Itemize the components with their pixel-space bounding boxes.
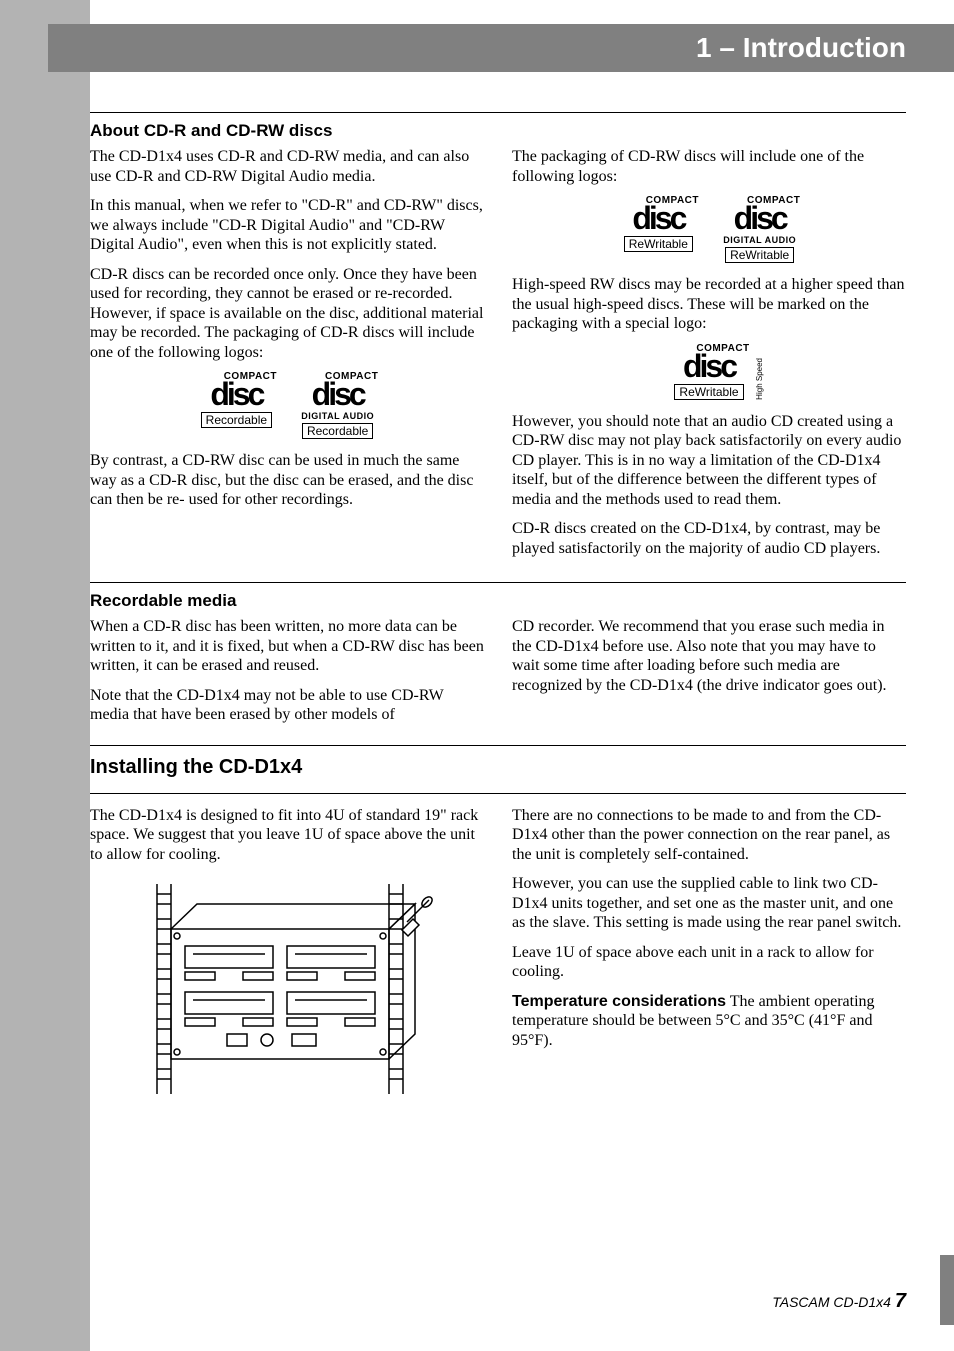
paragraph: By contrast, a CD-RW disc can be used in… [90, 451, 484, 510]
section-title-recordable-media: Recordable media [90, 591, 906, 611]
logo-rewritable-label: ReWritable [624, 236, 693, 252]
logo-disc-text: disc [210, 378, 262, 410]
paragraph: CD recorder. We recommend that you erase… [512, 617, 906, 695]
paragraph: The packaging of CD-RW discs will includ… [512, 147, 906, 186]
page-number: 7 [895, 1290, 906, 1312]
header-bar: 1 – Introduction [48, 24, 954, 72]
compact-disc-digital-audio-recordable-logo: COMPACT disc DIGITAL AUDIO Recordable [297, 372, 378, 439]
right-column: The packaging of CD-RW discs will includ… [512, 147, 906, 568]
section-body: The CD-D1x4 is designed to fit into 4U o… [90, 806, 906, 1115]
paragraph: The CD-D1x4 uses CD-R and CD-RW media, a… [90, 147, 484, 186]
divider [90, 793, 906, 794]
divider [90, 112, 906, 113]
logo-recordable-label: Recordable [201, 412, 272, 428]
paragraph: The CD-D1x4 is designed to fit into 4U o… [90, 806, 484, 865]
temperature-heading: Temperature considerations [512, 993, 726, 1010]
section-body: The CD-D1x4 uses CD-R and CD-RW media, a… [90, 147, 906, 568]
paragraph: However, you should note that an audio C… [512, 412, 906, 510]
compact-disc-recordable-logo: COMPACT disc Recordable [196, 372, 277, 439]
temperature-paragraph: Temperature considerations The ambient o… [512, 992, 906, 1051]
rack-illustration-icon [137, 874, 437, 1104]
page-footer: TASCAM CD-D1x4 7 [772, 1290, 906, 1313]
section-title-installing: Installing the CD-D1x4 [90, 756, 906, 779]
logo-disc-text: disc [312, 378, 364, 410]
page-content: About CD-R and CD-RW discs The CD-D1x4 u… [90, 72, 906, 1114]
paragraph: CD-R discs can be recorded once only. On… [90, 265, 484, 363]
divider [90, 582, 906, 583]
paragraph: When a CD-R disc has been written, no mo… [90, 617, 484, 676]
page: 1 – Introduction About CD-R and CD-RW di… [90, 0, 954, 1351]
compact-disc-rewritable-logo: COMPACT disc ReWritable [618, 196, 699, 263]
cdr-logos-row: COMPACT disc Recordable COMPACT disc DIG… [90, 372, 484, 439]
paragraph: Leave 1U of space above each unit in a r… [512, 943, 906, 982]
logo-disc-text: disc [683, 350, 735, 382]
paragraph: CD-R discs created on the CD-D1x4, by co… [512, 519, 906, 558]
section-title-about-discs: About CD-R and CD-RW discs [90, 121, 906, 141]
right-column: There are no connections to be made to a… [512, 806, 906, 1115]
paragraph: High-speed RW discs may be recorded at a… [512, 275, 906, 334]
cdrw-logos-row: COMPACT disc ReWritable COMPACT disc DIG… [512, 196, 906, 263]
compact-disc-rewritable-highspeed-logo: COMPACT disc ReWritable High Speed [668, 344, 749, 400]
right-column: CD recorder. We recommend that you erase… [512, 617, 906, 735]
logo-recordable-label: Recordable [302, 423, 373, 439]
logo-rewritable-label: ReWritable [725, 247, 794, 263]
rack-unit-figure [90, 874, 484, 1104]
footer-brand: TASCAM CD-D1x4 [772, 1294, 895, 1310]
left-column: The CD-D1x4 uses CD-R and CD-RW media, a… [90, 147, 484, 568]
divider [90, 745, 906, 746]
logo-highspeed-text: High Speed [756, 358, 764, 400]
section-body: When a CD-R disc has been written, no mo… [90, 617, 906, 735]
logo-rewritable-label: ReWritable [674, 384, 743, 400]
paragraph: However, you can use the supplied cable … [512, 874, 906, 933]
logo-digital-audio-text: DIGITAL AUDIO [301, 412, 374, 421]
left-column: When a CD-R disc has been written, no mo… [90, 617, 484, 735]
highspeed-logo-row: COMPACT disc ReWritable High Speed [512, 344, 906, 400]
left-column: The CD-D1x4 is designed to fit into 4U o… [90, 806, 484, 1115]
compact-disc-digital-audio-rewritable-logo: COMPACT disc DIGITAL AUDIO ReWritable [719, 196, 800, 263]
logo-disc-text: disc [734, 202, 786, 234]
logo-disc-text: disc [632, 202, 684, 234]
paragraph: Note that the CD-D1x4 may not be able to… [90, 686, 484, 725]
page-edge-tab [940, 1255, 954, 1325]
chapter-title: 1 – Introduction [696, 32, 906, 64]
logo-digital-audio-text: DIGITAL AUDIO [723, 236, 796, 245]
paragraph: In this manual, when we refer to "CD-R" … [90, 196, 484, 255]
paragraph: There are no connections to be made to a… [512, 806, 906, 865]
